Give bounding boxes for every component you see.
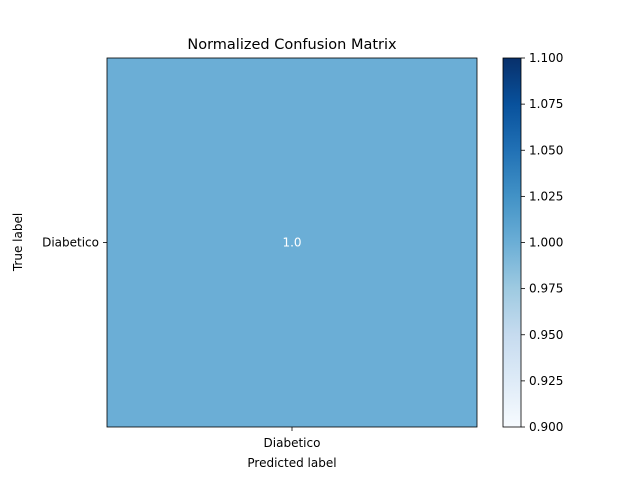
colorbar-gradient <box>502 57 522 428</box>
colorbar-tick-label: 0.900 <box>529 420 563 434</box>
colorbar-ticks: 0.900 0.925 0.950 0.975 1.000 1.025 1.050 1.075… <box>521 51 563 434</box>
colorbar-tick-label: 0.950 <box>529 328 563 342</box>
chart-title: Normalized Confusion Matrix <box>187 37 397 53</box>
colorbar-tick-label: 1.025 <box>529 189 563 203</box>
colorbar-tick-label: 1.100 <box>529 51 563 65</box>
colorbar-tick-label: 1.050 <box>529 143 563 157</box>
cell-value-label: 1.0 <box>282 236 301 250</box>
colorbar-tick-label: 1.075 <box>529 97 563 111</box>
y-tick-label: Diabetico <box>42 236 99 250</box>
y-axis-label: True label <box>11 213 25 272</box>
colorbar-tick-label: 0.925 <box>529 374 563 388</box>
colorbar-tick-label: 0.975 <box>529 282 563 296</box>
x-axis-label: Predicted label <box>247 456 336 470</box>
colorbar-tick-label: 1.000 <box>529 236 563 250</box>
heatmap-area: 1.0 Diabetico Diabetico <box>42 57 478 450</box>
x-tick-label: Diabetico <box>264 436 321 450</box>
heatmap-cell <box>107 58 477 427</box>
colorbar: 0.900 0.925 0.950 0.975 1.000 1.025 1.050 1.075… <box>502 51 563 434</box>
